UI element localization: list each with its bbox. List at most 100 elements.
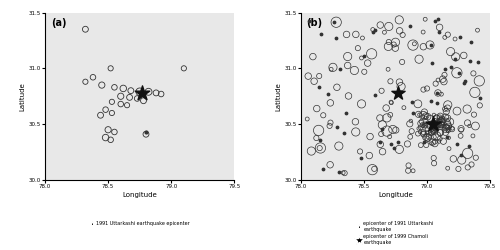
- Point: [440, 124, 448, 128]
- Point: [476, 104, 484, 108]
- Point: [376, 142, 384, 146]
- Point: [368, 52, 376, 56]
- Point: [422, 116, 430, 120]
- Point: [420, 88, 428, 92]
- Point: [414, 112, 422, 116]
- Point: [316, 146, 324, 150]
- Point: [378, 89, 386, 93]
- Point: [471, 90, 479, 94]
- Point: [152, 91, 160, 95]
- Point: [464, 121, 471, 125]
- Point: [98, 83, 106, 87]
- Point: [456, 35, 464, 39]
- Point: [434, 124, 442, 128]
- Point: [332, 36, 340, 40]
- Point: [360, 54, 368, 58]
- Point: [316, 146, 324, 150]
- Point: [392, 40, 400, 44]
- Point: [423, 130, 431, 134]
- Point: [466, 59, 474, 63]
- Point: [451, 57, 459, 61]
- Point: [326, 124, 334, 128]
- Y-axis label: Latitude: Latitude: [20, 82, 26, 110]
- Point: [320, 167, 328, 171]
- Point: [420, 132, 428, 136]
- Point: [422, 143, 430, 147]
- Point: [416, 130, 424, 134]
- Point: [441, 107, 449, 111]
- Point: [398, 60, 406, 64]
- Point: [438, 123, 446, 127]
- Point: [430, 161, 438, 165]
- Point: [456, 134, 464, 138]
- Point: [420, 110, 428, 114]
- Point: [385, 40, 393, 44]
- Point: [102, 136, 110, 140]
- Point: [408, 100, 416, 104]
- Point: [414, 102, 422, 106]
- Y-axis label: Latitude: Latitude: [276, 82, 281, 110]
- Point: [458, 158, 466, 162]
- Point: [387, 100, 395, 104]
- Point: [430, 122, 438, 126]
- Point: [415, 57, 423, 61]
- Point: [432, 126, 440, 130]
- Point: [342, 32, 350, 36]
- Point: [342, 110, 350, 114]
- Point: [314, 128, 322, 132]
- Point: [444, 166, 452, 170]
- Point: [418, 120, 426, 124]
- Point: [445, 136, 453, 140]
- Point: [464, 144, 472, 148]
- Point: [428, 130, 436, 134]
- Point: [383, 129, 391, 133]
- Point: [409, 111, 417, 115]
- Point: [140, 99, 147, 103]
- Point: [424, 135, 432, 139]
- Point: [106, 138, 114, 142]
- Point: [428, 127, 436, 131]
- Point: [418, 123, 426, 127]
- Point: [324, 92, 332, 96]
- Point: [377, 132, 385, 136]
- Point: [441, 121, 449, 125]
- Point: [133, 96, 141, 100]
- Point: [388, 101, 396, 105]
- Point: [408, 129, 416, 133]
- Point: [426, 43, 434, 47]
- Point: [429, 130, 437, 134]
- Point: [430, 156, 438, 160]
- Point: [376, 140, 384, 143]
- Point: [466, 124, 473, 128]
- Point: [445, 147, 453, 151]
- Point: [344, 54, 351, 58]
- Point: [360, 70, 368, 74]
- Point: [433, 91, 441, 95]
- Point: [433, 134, 441, 138]
- Point: [340, 131, 348, 135]
- Point: [431, 120, 439, 124]
- Point: [442, 127, 450, 131]
- Point: [396, 147, 404, 151]
- Point: [442, 67, 450, 71]
- Point: [470, 72, 478, 76]
- Point: [333, 85, 341, 89]
- Point: [398, 33, 406, 37]
- Point: [443, 135, 451, 139]
- Point: [326, 120, 334, 124]
- Point: [410, 42, 418, 46]
- Point: [463, 107, 471, 111]
- Point: [106, 66, 114, 70]
- Point: [326, 163, 334, 167]
- Point: [426, 132, 434, 136]
- Point: [429, 122, 437, 126]
- Point: [108, 111, 116, 115]
- Point: [436, 137, 444, 141]
- Point: [460, 54, 468, 58]
- Point: [335, 170, 343, 174]
- Point: [421, 17, 429, 21]
- Point: [431, 126, 439, 130]
- Point: [313, 106, 321, 110]
- Point: [386, 135, 394, 139]
- Point: [444, 124, 452, 128]
